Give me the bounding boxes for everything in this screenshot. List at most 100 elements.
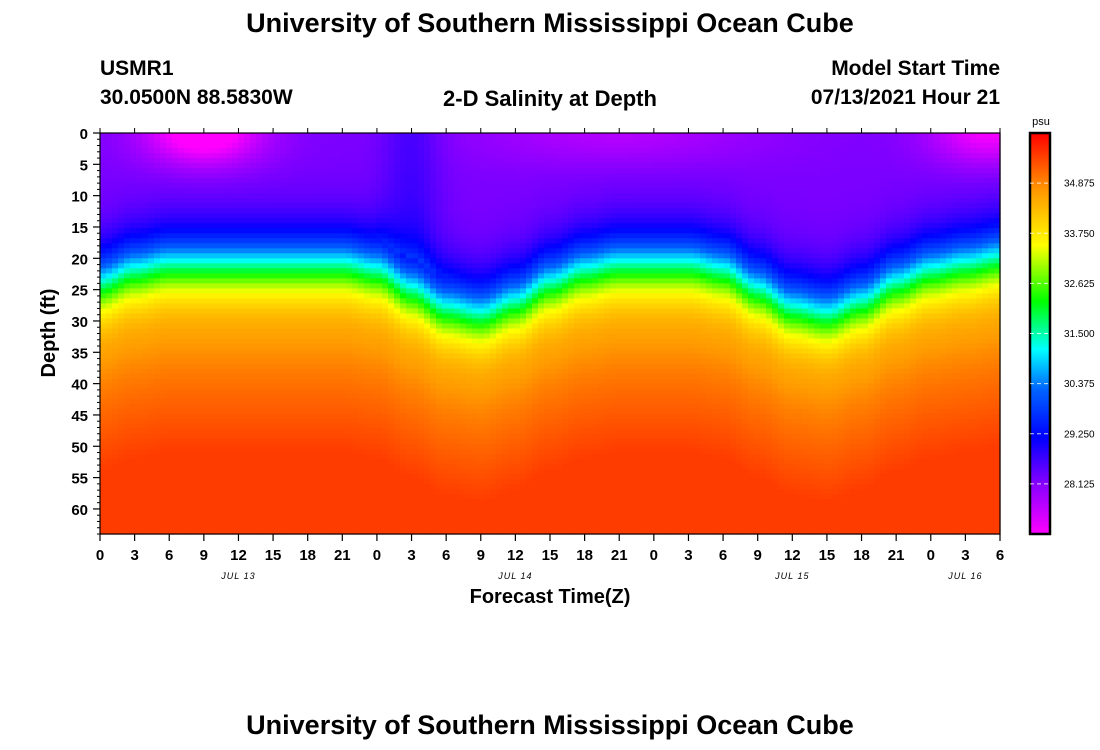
heatmap-cell — [202, 473, 209, 480]
heatmap-cell — [310, 323, 317, 330]
heatmap-cell — [352, 358, 359, 365]
heatmap-cell — [118, 278, 125, 284]
heatmap-cell — [400, 183, 407, 189]
heatmap-cell — [364, 183, 371, 189]
heatmap-cell — [166, 403, 173, 410]
heatmap-cell — [328, 293, 335, 300]
heatmap-cell — [424, 158, 431, 164]
heatmap-cell — [106, 443, 113, 450]
heatmap-cell — [418, 238, 425, 244]
heatmap-cell — [466, 308, 473, 315]
heatmap-cell — [268, 363, 275, 370]
heatmap-cell — [382, 278, 389, 284]
heatmap-cell — [328, 298, 335, 305]
heatmap-cell — [190, 273, 197, 279]
heatmap-cell — [178, 353, 185, 360]
heatmap-cell — [382, 338, 389, 345]
heatmap-cell — [178, 243, 185, 249]
heatmap-cell — [394, 493, 401, 500]
heatmap-cell — [436, 173, 443, 179]
heatmap-cell — [304, 368, 311, 375]
heatmap-cell — [262, 238, 269, 244]
heatmap-cell — [322, 218, 329, 224]
heatmap-cell — [466, 468, 473, 475]
heatmap-cell — [136, 513, 143, 520]
heatmap-cell — [178, 193, 185, 199]
heatmap-cell — [268, 333, 275, 340]
heatmap-cell — [154, 338, 161, 345]
heatmap-cell — [304, 173, 311, 179]
heatmap-cell — [322, 158, 329, 164]
heatmap-cell — [244, 283, 251, 289]
heatmap-cell — [172, 238, 179, 244]
heatmap-cell — [124, 408, 131, 415]
heatmap-cell — [394, 153, 401, 159]
heatmap-cell — [388, 363, 395, 370]
heatmap-cell — [106, 178, 113, 184]
heatmap-cell — [412, 263, 419, 269]
heatmap-cell — [460, 228, 467, 234]
heatmap-cell — [130, 408, 137, 415]
heatmap-cell — [286, 243, 293, 249]
heatmap-cell — [430, 223, 437, 229]
heatmap-cell — [280, 218, 287, 224]
heatmap-cell — [130, 138, 137, 144]
heatmap-cell — [250, 183, 257, 189]
heatmap-cell — [160, 473, 167, 480]
heatmap-cell — [136, 238, 143, 244]
heatmap-cell — [220, 448, 227, 455]
heatmap-cell — [388, 298, 395, 305]
heatmap-cell — [358, 463, 365, 470]
heatmap-cell — [310, 308, 317, 315]
heatmap-cell — [244, 438, 251, 445]
heatmap-cell — [340, 283, 347, 289]
heatmap-cell — [262, 183, 269, 189]
heatmap-cell — [382, 303, 389, 310]
heatmap-cell — [436, 493, 443, 500]
heatmap-cell — [388, 263, 395, 269]
heatmap-cell — [448, 478, 455, 485]
heatmap-cell — [214, 138, 221, 144]
heatmap-cell — [328, 428, 335, 435]
heatmap-cell — [394, 193, 401, 199]
heatmap-cell — [304, 213, 311, 219]
heatmap-cell — [220, 318, 227, 325]
heatmap-cell — [130, 478, 137, 485]
heatmap-cell — [466, 288, 473, 294]
heatmap-cell — [148, 513, 155, 520]
heatmap-cell — [250, 218, 257, 224]
heatmap-cell — [286, 358, 293, 365]
heatmap-cell — [358, 383, 365, 390]
heatmap-cell — [130, 278, 137, 284]
heatmap-cell — [136, 503, 143, 510]
heatmap-cell — [244, 453, 251, 460]
heatmap-cell — [118, 368, 125, 375]
heatmap-cell — [430, 278, 437, 284]
heatmap-cell — [154, 223, 161, 229]
heatmap-cell — [388, 453, 395, 460]
heatmap-cell — [112, 478, 119, 485]
heatmap-cell — [352, 423, 359, 430]
heatmap-cell — [226, 258, 233, 264]
heatmap-cell — [298, 303, 305, 310]
heatmap-cell — [454, 258, 461, 264]
heatmap-cell — [454, 208, 461, 214]
heatmap-cell — [448, 273, 455, 279]
heatmap-cell — [112, 433, 119, 440]
heatmap-cell — [124, 528, 131, 535]
heatmap-cell — [310, 348, 317, 355]
heatmap-cell — [304, 203, 311, 209]
heatmap-cell — [154, 193, 161, 199]
heatmap-cell — [118, 148, 125, 154]
heatmap-cell — [100, 138, 107, 144]
heatmap-cell — [196, 503, 203, 510]
heatmap-cell — [304, 148, 311, 154]
heatmap-cell — [100, 458, 107, 465]
heatmap-cell — [226, 308, 233, 315]
heatmap-cell — [352, 403, 359, 410]
heatmap-cell — [280, 473, 287, 480]
heatmap-cell — [106, 348, 113, 355]
heatmap-cell — [118, 168, 125, 174]
heatmap-cell — [280, 463, 287, 470]
heatmap-cell — [430, 433, 437, 440]
